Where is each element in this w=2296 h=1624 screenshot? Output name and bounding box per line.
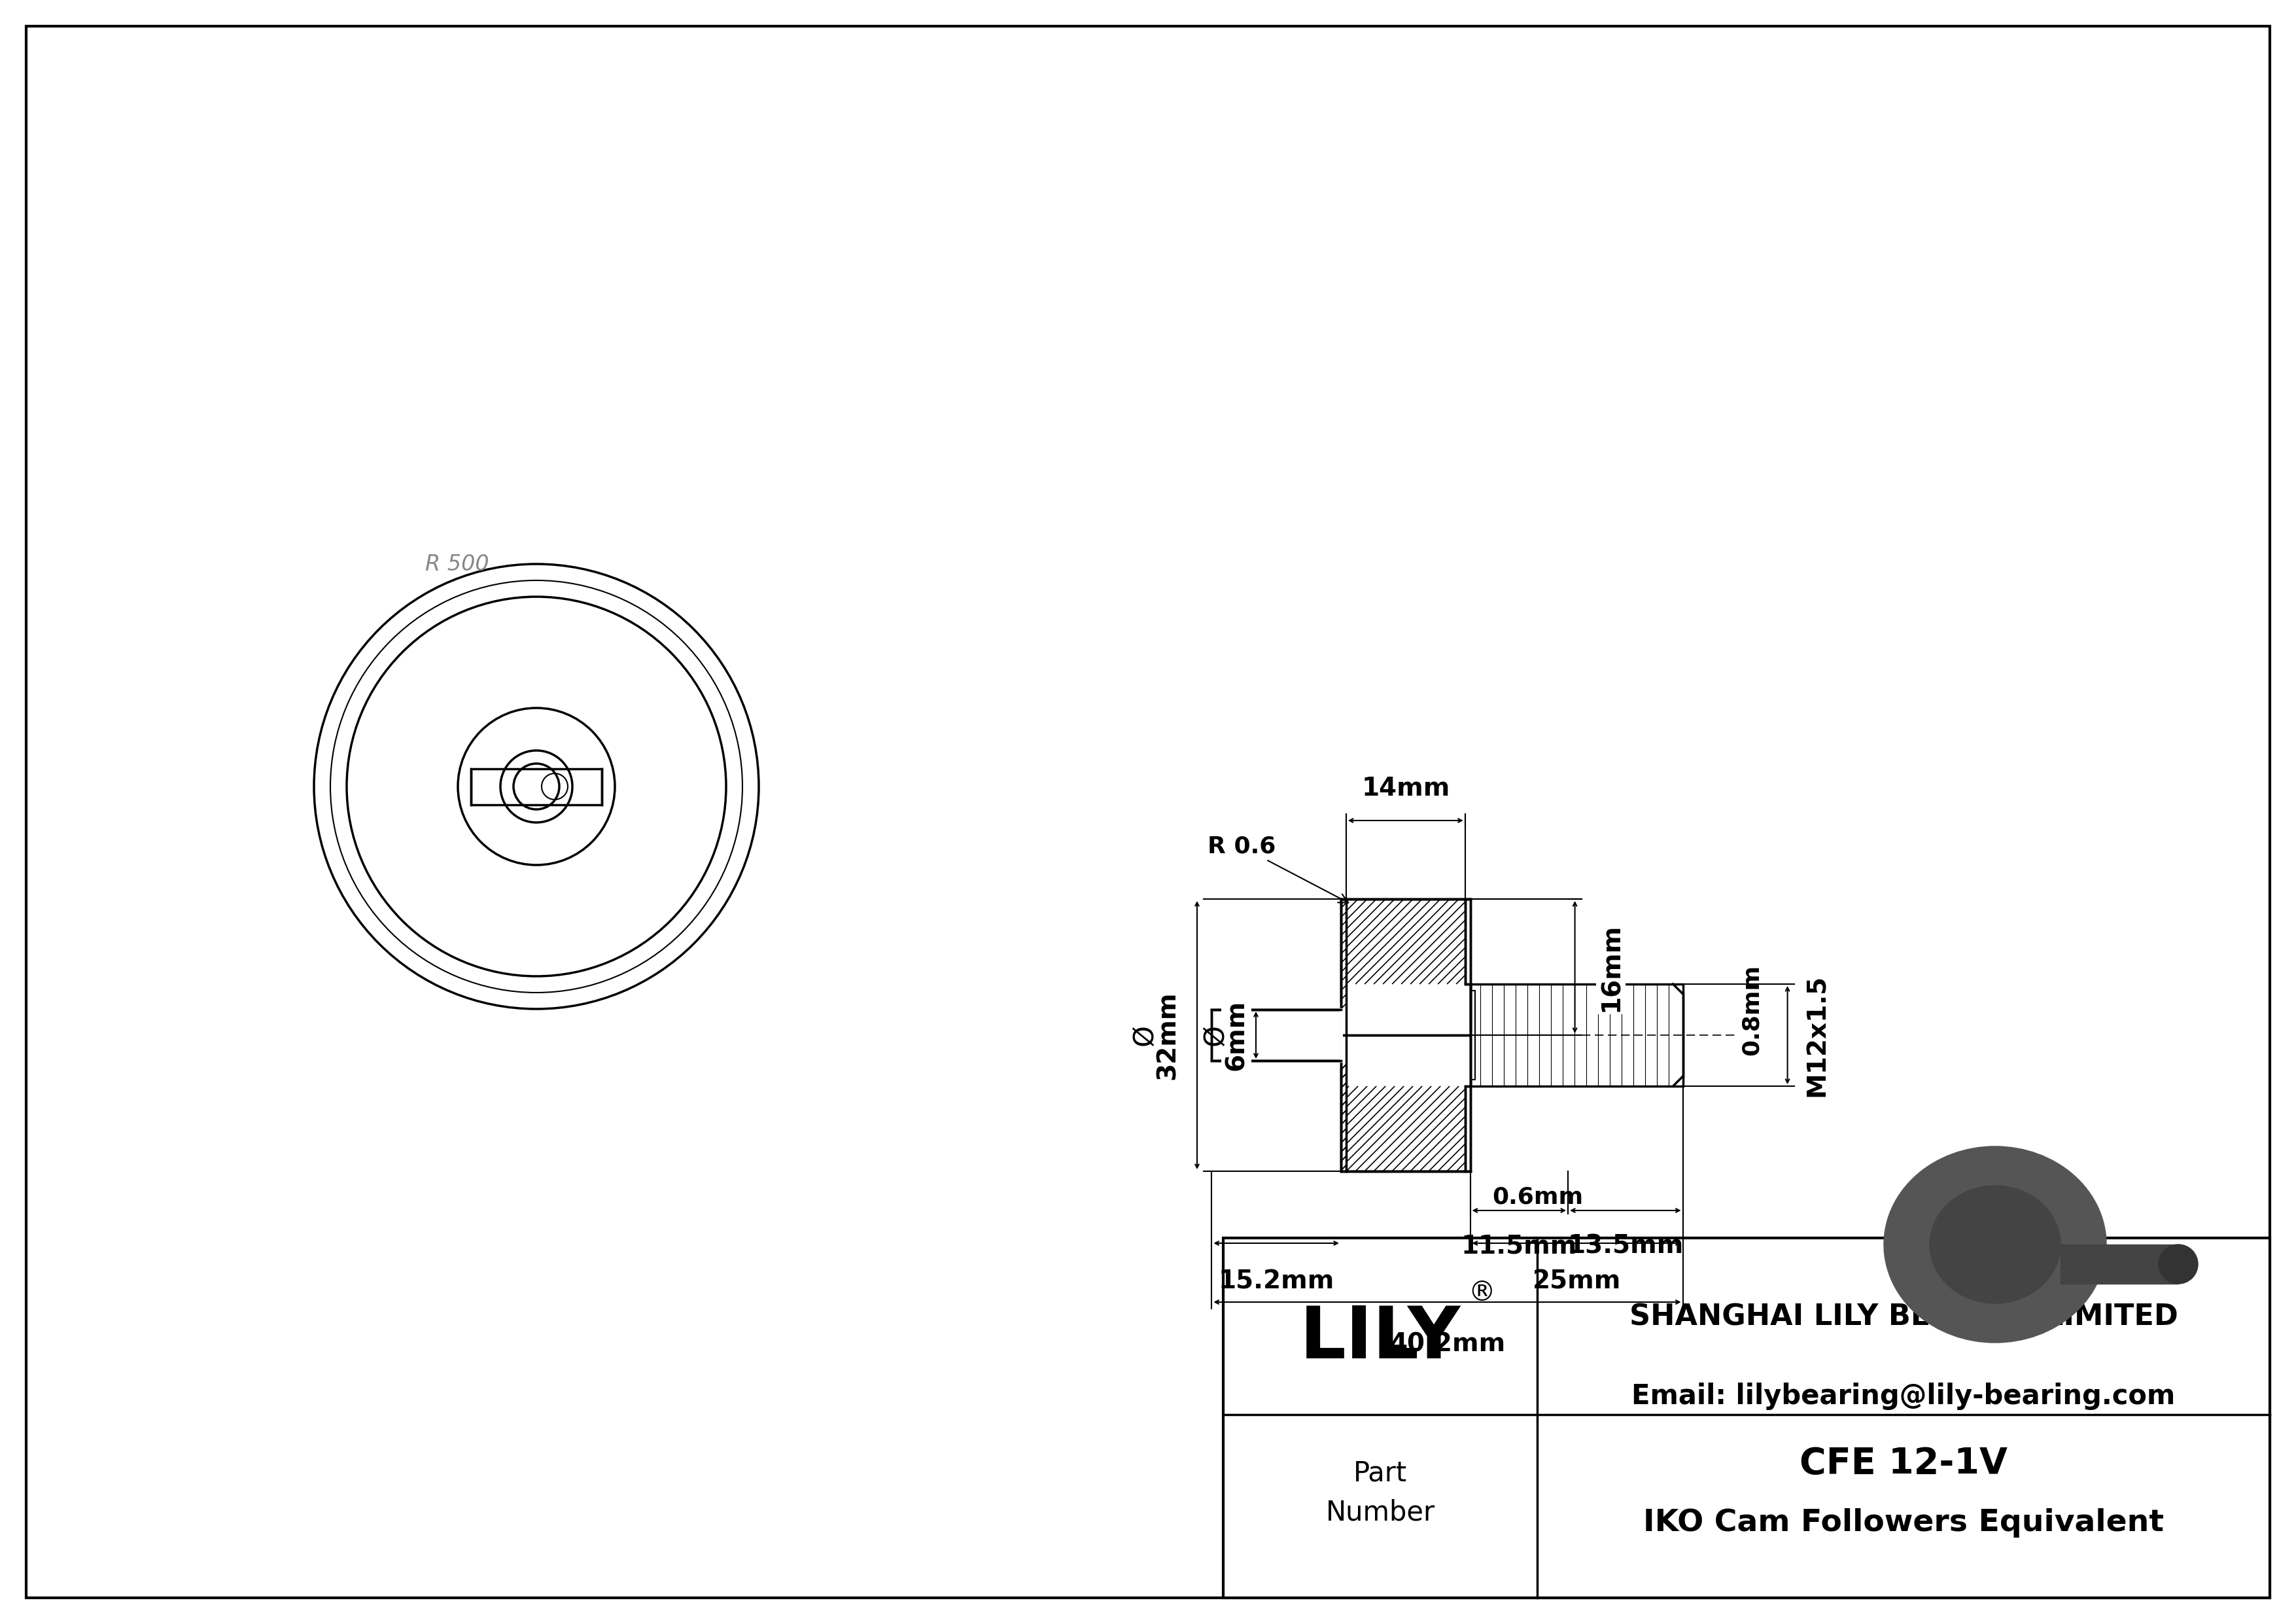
Text: Ø: Ø <box>1132 1025 1159 1046</box>
Text: 16mm: 16mm <box>1598 922 1623 1012</box>
Text: 0.8mm: 0.8mm <box>1740 965 1763 1056</box>
Text: M12x1.5: M12x1.5 <box>1805 974 1830 1096</box>
Bar <box>2060 1244 2179 1283</box>
Text: Email: lilybearing@lily-bearing.com: Email: lilybearing@lily-bearing.com <box>1632 1382 2174 1410</box>
Text: 0.6mm: 0.6mm <box>1492 1186 1584 1208</box>
Text: 25mm: 25mm <box>1531 1270 1621 1294</box>
Text: 6mm: 6mm <box>1224 1000 1249 1070</box>
Polygon shape <box>1341 1034 1469 1171</box>
Text: 14mm: 14mm <box>1362 776 1449 801</box>
Text: Number: Number <box>1325 1499 1435 1527</box>
Text: ®: ® <box>1467 1280 1495 1307</box>
Text: IKO Cam Followers Equivalent: IKO Cam Followers Equivalent <box>1644 1507 2163 1538</box>
Ellipse shape <box>2158 1244 2197 1283</box>
Text: R 0.6: R 0.6 <box>1208 836 1348 903</box>
Text: 13.5mm: 13.5mm <box>1568 1233 1683 1259</box>
Bar <box>1469 984 1683 1086</box>
Bar <box>1469 991 1476 1080</box>
Text: Part: Part <box>1352 1460 1407 1488</box>
Ellipse shape <box>1885 1147 2105 1343</box>
Text: R 500: R 500 <box>425 554 489 575</box>
Text: 15.2mm: 15.2mm <box>1219 1270 1334 1294</box>
Bar <box>1212 1010 1341 1060</box>
Text: LILY: LILY <box>1300 1304 1460 1374</box>
Text: 40.2mm: 40.2mm <box>1389 1332 1506 1356</box>
Text: SHANGHAI LILY BEARING LIMITED: SHANGHAI LILY BEARING LIMITED <box>1630 1302 2179 1332</box>
Ellipse shape <box>1929 1186 2060 1304</box>
Bar <box>1224 1237 2271 1598</box>
Text: Ø: Ø <box>1201 1025 1228 1046</box>
Text: CFE 12-1V: CFE 12-1V <box>1800 1445 2007 1481</box>
Text: 32mm: 32mm <box>1155 991 1180 1080</box>
Text: 11.5mm: 11.5mm <box>1460 1233 1577 1259</box>
Polygon shape <box>1341 900 1469 1034</box>
Text: 16mm: 16mm <box>1598 922 1623 1012</box>
Bar <box>471 768 602 804</box>
